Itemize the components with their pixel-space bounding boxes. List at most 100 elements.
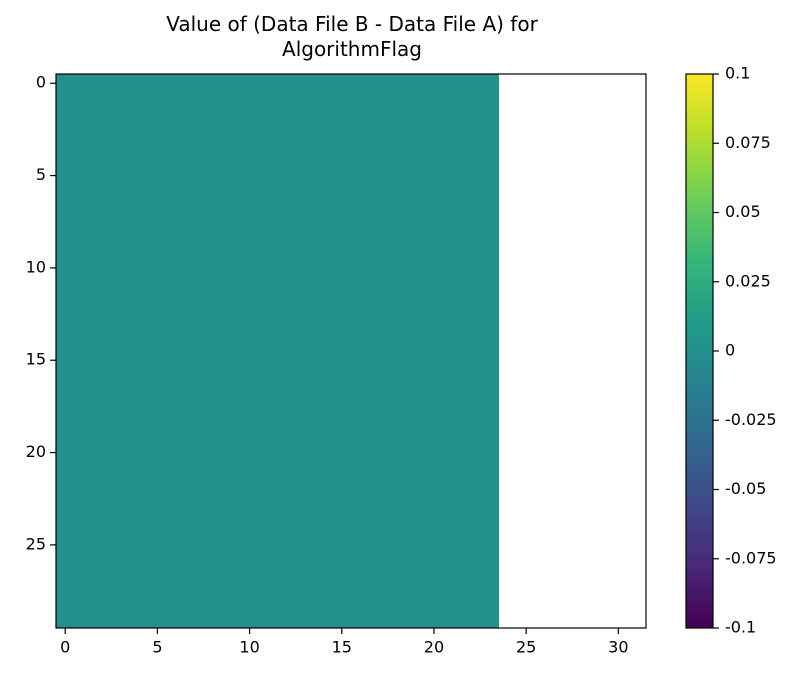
heatmap-cell xyxy=(295,184,315,204)
heatmap-cell xyxy=(92,74,112,93)
heatmap-cell xyxy=(332,147,352,167)
heatmap-cell xyxy=(406,351,426,370)
heatmap-cell xyxy=(332,203,352,223)
heatmap-cell xyxy=(314,535,334,555)
heatmap-cell xyxy=(332,221,352,241)
heatmap-cell xyxy=(480,554,499,574)
heatmap-cell xyxy=(74,443,94,463)
heatmap-cell xyxy=(56,554,75,574)
heatmap-cell xyxy=(185,461,204,481)
heatmap-cell xyxy=(387,424,407,444)
heatmap-cell xyxy=(221,443,241,463)
heatmap-cell xyxy=(221,314,241,334)
heatmap-cell xyxy=(351,129,370,149)
heatmap-cell xyxy=(240,295,260,315)
heatmap-cell xyxy=(166,277,186,297)
heatmap-cell xyxy=(351,147,370,167)
heatmap-cell xyxy=(461,110,481,130)
heatmap-cell xyxy=(221,609,241,629)
heatmap-cell xyxy=(74,461,94,481)
heatmap-cell xyxy=(424,554,444,574)
heatmap-cell xyxy=(406,203,426,223)
heatmap-cell xyxy=(424,461,444,481)
heatmap-cell xyxy=(92,166,112,186)
heatmap-cell xyxy=(92,351,112,370)
heatmap-cell xyxy=(240,203,260,223)
heatmap-cell xyxy=(74,535,94,555)
heatmap-cell xyxy=(203,74,223,93)
heatmap-cell xyxy=(443,166,463,186)
heatmap-cell xyxy=(148,240,168,260)
heatmap-cell xyxy=(277,517,297,537)
heatmap-cell xyxy=(461,480,481,500)
x-tick-label: 30 xyxy=(608,638,628,657)
heatmap-cell xyxy=(56,147,75,167)
heatmap-cell xyxy=(332,387,352,407)
heatmap-cell xyxy=(369,535,389,555)
heatmap-cell xyxy=(221,240,241,260)
heatmap-cell xyxy=(74,351,94,370)
heatmap-cell xyxy=(295,535,315,555)
heatmap-cell xyxy=(351,110,370,130)
heatmap-cell xyxy=(424,92,444,112)
heatmap-cell xyxy=(332,74,352,93)
heatmap-cell xyxy=(258,110,278,130)
heatmap-cell xyxy=(129,129,149,149)
heatmap-cell xyxy=(277,554,297,574)
heatmap-cell xyxy=(314,277,334,297)
heatmap-cell xyxy=(277,572,297,592)
heatmap-cell xyxy=(74,295,94,315)
heatmap-cell xyxy=(387,591,407,611)
heatmap-cell xyxy=(480,332,499,352)
heatmap-cell xyxy=(203,184,223,204)
heatmap-cell xyxy=(424,147,444,167)
heatmap-cell xyxy=(387,147,407,167)
heatmap-cell xyxy=(166,314,186,334)
heatmap-cell xyxy=(129,535,149,555)
heatmap-cell xyxy=(258,609,278,629)
heatmap-cell xyxy=(185,554,204,574)
heatmap-cell xyxy=(369,480,389,500)
heatmap-cell xyxy=(351,258,370,278)
heatmap-cell xyxy=(56,184,75,204)
heatmap-cell xyxy=(203,369,223,389)
heatmap-cell xyxy=(129,110,149,130)
heatmap-cell xyxy=(424,591,444,611)
heatmap-cell xyxy=(406,295,426,315)
heatmap-cell xyxy=(461,203,481,223)
heatmap-cell xyxy=(129,203,149,223)
heatmap-cell xyxy=(221,517,241,537)
heatmap-cell xyxy=(129,295,149,315)
heatmap-cell xyxy=(332,609,352,629)
heatmap-cell xyxy=(148,92,168,112)
heatmap-cell xyxy=(351,203,370,223)
heatmap-cell xyxy=(387,498,407,518)
heatmap-cell xyxy=(277,443,297,463)
heatmap-cell xyxy=(240,74,260,93)
heatmap-cell xyxy=(332,258,352,278)
heatmap-cell xyxy=(369,277,389,297)
heatmap-cell xyxy=(480,498,499,518)
colorbar-tick-label: -0.025 xyxy=(725,410,777,429)
heatmap-cell xyxy=(74,424,94,444)
heatmap-cell xyxy=(74,517,94,537)
heatmap-cell xyxy=(351,572,370,592)
heatmap-cell xyxy=(240,351,260,370)
heatmap-cell xyxy=(387,314,407,334)
heatmap-cell xyxy=(406,572,426,592)
heatmap-cell xyxy=(443,295,463,315)
heatmap-cell xyxy=(443,498,463,518)
heatmap-cell xyxy=(387,572,407,592)
heatmap-cell xyxy=(240,591,260,611)
heatmap-cell xyxy=(166,240,186,260)
heatmap-cell xyxy=(166,424,186,444)
heatmap-cell xyxy=(406,184,426,204)
heatmap-cell xyxy=(203,332,223,352)
heatmap-cell xyxy=(277,406,297,426)
heatmap-cell xyxy=(92,572,112,592)
heatmap-cell xyxy=(240,184,260,204)
heatmap-cell xyxy=(258,240,278,260)
heatmap-cell xyxy=(148,498,168,518)
heatmap-cell xyxy=(221,129,241,149)
heatmap-cell xyxy=(240,461,260,481)
